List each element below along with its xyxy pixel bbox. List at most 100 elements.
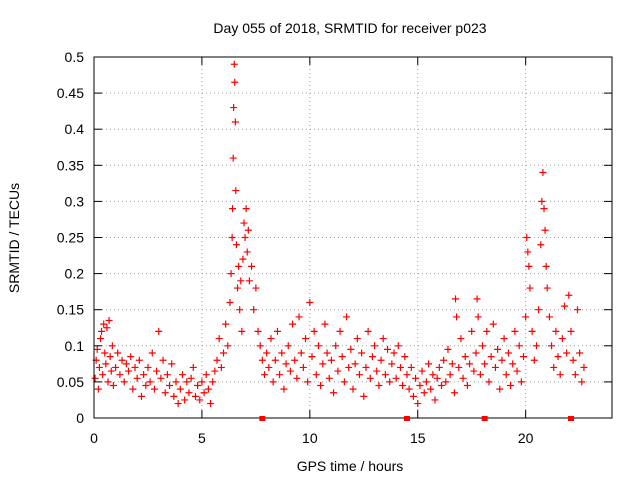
data-point — [448, 360, 456, 368]
data-point — [327, 356, 335, 364]
data-point — [265, 363, 273, 371]
data-point — [416, 382, 424, 390]
data-point — [269, 378, 277, 386]
data-point — [522, 313, 530, 321]
data-point — [571, 371, 579, 379]
data-point — [504, 349, 512, 357]
data-point — [176, 385, 184, 393]
data-point — [96, 335, 104, 343]
data-point — [573, 306, 581, 314]
data-point — [306, 298, 314, 306]
data-point — [461, 353, 469, 361]
data-point — [558, 335, 566, 343]
data-point — [237, 277, 245, 285]
data-point — [371, 342, 379, 350]
data-point — [140, 371, 148, 379]
data-point — [384, 345, 392, 353]
data-point — [256, 342, 264, 350]
data-point — [174, 400, 182, 408]
data-point — [473, 295, 481, 303]
data-point — [94, 385, 102, 393]
data-point — [511, 327, 519, 335]
data-point — [453, 313, 461, 321]
chart-title: Day 055 of 2018, SRMTID for receiver p02… — [213, 20, 486, 36]
data-point — [289, 320, 297, 328]
data-point — [542, 262, 550, 270]
data-point — [142, 382, 150, 390]
data-point — [261, 371, 269, 379]
data-point — [325, 374, 333, 382]
data-point — [108, 342, 116, 350]
data-point — [373, 367, 381, 375]
data-point — [481, 360, 489, 368]
data-point — [455, 363, 463, 371]
data-point — [103, 324, 111, 332]
data-point — [125, 367, 133, 375]
data-point — [470, 367, 478, 375]
data-point — [185, 389, 193, 397]
data-point — [463, 382, 471, 390]
data-point — [433, 374, 441, 382]
data-point — [440, 356, 448, 364]
data-point — [425, 360, 433, 368]
data-point — [302, 335, 310, 343]
data-point — [163, 371, 171, 379]
data-point — [299, 363, 307, 371]
x-tick-label: 0 — [90, 430, 98, 446]
data-point — [507, 382, 515, 390]
data-point — [98, 327, 106, 335]
data-point — [446, 371, 454, 379]
data-point — [236, 306, 244, 314]
data-point — [358, 349, 366, 357]
y-tick-label: 0.1 — [65, 338, 85, 354]
data-point — [366, 374, 374, 382]
data-point — [479, 342, 486, 350]
axis-marker — [259, 416, 266, 421]
data-point — [535, 306, 543, 314]
data-point — [129, 385, 137, 393]
data-point — [580, 363, 588, 371]
data-point — [215, 335, 223, 343]
data-point — [543, 284, 551, 292]
data-point — [181, 396, 189, 404]
data-point — [310, 327, 318, 335]
data-point — [157, 374, 165, 382]
data-point — [314, 342, 322, 350]
data-point — [407, 363, 415, 371]
data-point — [515, 342, 523, 350]
data-point — [250, 306, 258, 314]
data-point — [412, 374, 420, 382]
data-point — [106, 353, 114, 361]
data-point — [399, 382, 407, 390]
data-point — [500, 335, 508, 343]
y-tick-label: 0.4 — [65, 121, 85, 137]
data-point — [525, 262, 533, 270]
data-point — [93, 345, 101, 353]
data-point — [240, 219, 248, 227]
data-point — [550, 363, 558, 371]
data-points — [91, 60, 588, 408]
x-axis-label: GPS time / hours — [297, 458, 404, 474]
data-point — [418, 367, 426, 375]
data-point — [258, 356, 266, 364]
data-point — [452, 295, 460, 303]
data-point — [563, 349, 571, 357]
data-point — [567, 327, 575, 335]
data-point — [349, 385, 357, 393]
data-point — [524, 248, 532, 256]
data-point — [118, 356, 126, 364]
y-tick-label: 0.15 — [57, 302, 84, 318]
data-point — [474, 313, 482, 321]
data-point — [502, 371, 510, 379]
data-point — [222, 320, 230, 328]
data-point — [153, 367, 161, 375]
data-point — [101, 349, 109, 357]
data-point — [187, 374, 195, 382]
data-point — [552, 327, 560, 335]
data-point — [107, 367, 115, 375]
data-point — [295, 313, 303, 321]
data-point — [282, 360, 290, 368]
axis-marker — [403, 416, 410, 421]
data-point — [183, 378, 191, 386]
data-point — [150, 385, 158, 393]
